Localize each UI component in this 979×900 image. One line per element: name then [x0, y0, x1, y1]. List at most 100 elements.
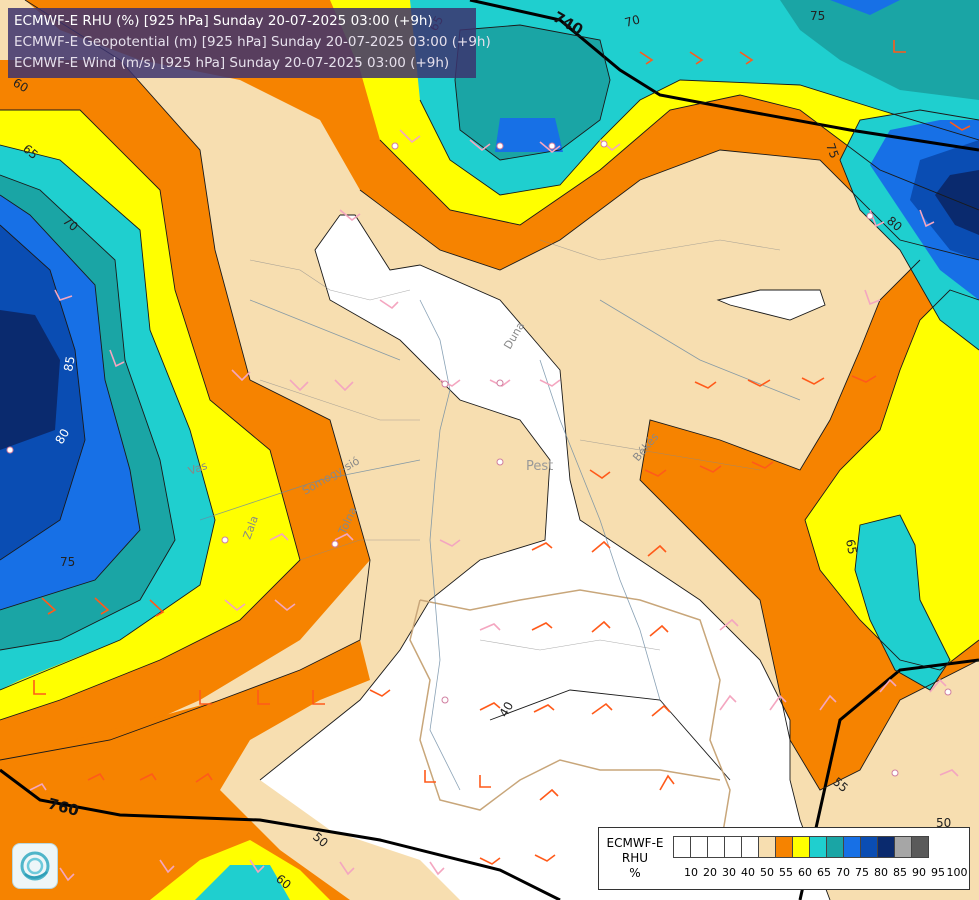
- wind-barb: [539, 788, 559, 801]
- wind-barb: [59, 867, 75, 882]
- legend-tick-label: 40: [741, 866, 755, 879]
- place-label: Pest: [526, 459, 553, 474]
- contour-label: 75: [60, 555, 75, 569]
- city-marker: [331, 540, 339, 548]
- contour-label: 75: [823, 141, 841, 160]
- city-marker: [221, 536, 229, 544]
- rhu-below-50-east: [718, 290, 825, 320]
- rhu-color-legend: ECMWF-E RHU % 10 20 30 40 50 55 60 65 70 75 80 85 90…: [598, 827, 970, 890]
- geopotential-760-line: [0, 768, 561, 900]
- wind-barb: [379, 299, 399, 310]
- contour-label: 80: [52, 426, 72, 446]
- wind-barb: [224, 599, 246, 612]
- rhu-80-north: [495, 118, 563, 152]
- rhu-75-north: [455, 25, 610, 160]
- wind-barb: [257, 690, 270, 705]
- wind-barb: [87, 772, 105, 781]
- legend-swatch: [724, 836, 742, 858]
- legend-tick-label: 70: [836, 866, 850, 879]
- wind-barb: [739, 51, 754, 65]
- city-marker: [891, 769, 899, 777]
- legend-tick-label: 20: [703, 866, 717, 879]
- wind-barb: [893, 40, 906, 53]
- legend-tick-label: 75: [855, 866, 869, 879]
- wind-barb: [479, 775, 491, 788]
- legend-swatches: [673, 836, 929, 858]
- wind-barb: [139, 772, 157, 781]
- wind-barb: [199, 690, 212, 705]
- legend-tick-label: 10: [684, 866, 698, 879]
- wind-barb: [644, 469, 667, 477]
- legend-swatch: [792, 836, 810, 858]
- wind-barb: [479, 623, 501, 631]
- city-marker: [496, 379, 504, 387]
- wind-barb: [54, 289, 73, 301]
- title-wind: ECMWF-E Wind (m/s) [925 hPa] Sunday 20-0…: [14, 55, 450, 71]
- legend-tick-label: 30: [722, 866, 736, 879]
- contour-label: 60: [11, 75, 31, 95]
- wind-barb: [479, 857, 501, 865]
- wind-barb: [929, 678, 947, 693]
- wind-barb: [819, 694, 837, 711]
- wind-barb: [689, 51, 704, 65]
- legend-swatch: [673, 836, 691, 858]
- wind-barb: [149, 599, 165, 617]
- wind-barb: [949, 121, 971, 131]
- legend-title-line: RHU: [621, 851, 649, 865]
- map-title-box: ECMWF-E RHU (%) [925 hPa] Sunday 20-07-2…: [8, 8, 491, 78]
- wind-barb: [651, 704, 671, 717]
- rhu-75-topright: [780, 0, 979, 100]
- rhu-90-west: [0, 310, 60, 450]
- wind-barb: [334, 533, 354, 541]
- legend-swatch: [690, 836, 708, 858]
- title-rhu: ECMWF-E RHU (%) [925 hPa] Sunday 20-07-2…: [14, 13, 433, 29]
- wind-barb: [647, 544, 667, 557]
- wind-barb: [369, 689, 391, 697]
- wind-barb: [659, 774, 675, 791]
- wind-barb: [769, 694, 787, 711]
- wind-barb: [649, 624, 669, 637]
- wind-barb: [719, 694, 737, 711]
- wind-barb: [339, 209, 361, 222]
- city-marker: [496, 142, 504, 150]
- legend-swatch: [877, 836, 895, 858]
- wind-barb: [531, 622, 553, 631]
- rhu-80-topright: [830, 0, 900, 15]
- legend-tick-label: 85: [893, 866, 907, 879]
- city-marker: [441, 696, 449, 704]
- title-geopotential: ECMWF-E Geopotential (m) [925 hPa] Sunda…: [14, 34, 491, 50]
- wind-barb: [334, 379, 354, 392]
- wind-barb: [269, 533, 289, 541]
- wind-barb: [591, 620, 611, 633]
- wind-barb: [195, 772, 213, 783]
- wind-barb: [399, 129, 421, 144]
- legend-swatch: [860, 836, 878, 858]
- legend-title-line: %: [629, 866, 641, 880]
- wind-barb: [94, 597, 110, 615]
- wind-barb: [534, 854, 556, 862]
- legend-tick-label: 80: [874, 866, 888, 879]
- contour-label: 85: [61, 355, 77, 372]
- wind-barb: [747, 379, 771, 387]
- legend-title-line: ECMWF-E: [606, 836, 664, 850]
- legend-swatch: [809, 836, 827, 858]
- legend-tick-label: 100: [946, 866, 968, 879]
- legend-swatch: [843, 836, 861, 858]
- rhu-60-south: [0, 640, 370, 900]
- rhu-70-east-pocket: [855, 515, 950, 690]
- geopotential-760-line-east: [798, 658, 979, 900]
- wind-barb: [29, 782, 47, 791]
- country-border: [409, 589, 731, 851]
- wind-barb: [939, 769, 959, 777]
- wind-barb: [699, 465, 722, 473]
- admin-boundaries: [249, 239, 781, 651]
- city-marker: [6, 446, 14, 454]
- legend-title: ECMWF-E RHU %: [603, 836, 667, 881]
- legend-swatch: [707, 836, 725, 858]
- city-marker: [944, 688, 952, 696]
- city-marker: [496, 458, 504, 466]
- contour-label: 50: [936, 816, 951, 830]
- wind-barb: [439, 539, 461, 547]
